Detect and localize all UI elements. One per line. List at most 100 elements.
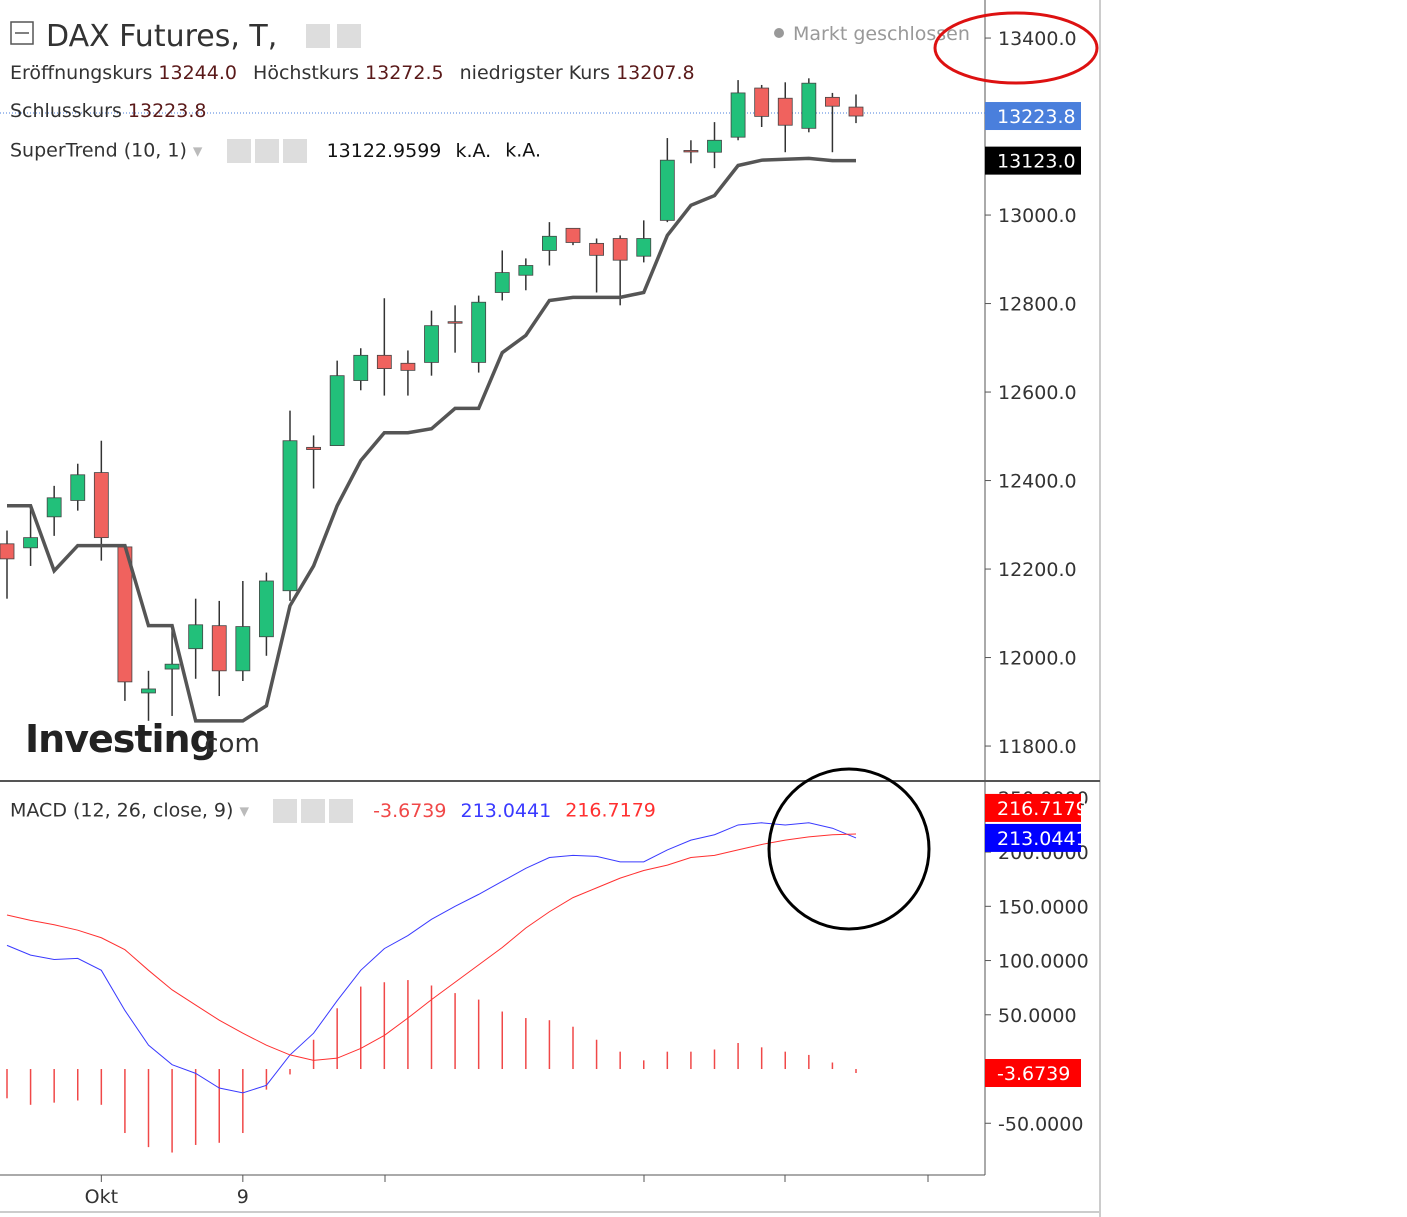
y-tick-label: 150.0000 bbox=[998, 896, 1089, 918]
candle-body bbox=[612, 238, 628, 261]
macd-line bbox=[6, 833, 857, 1061]
dropdown[interactable]: ▾ bbox=[239, 799, 250, 822]
watermark-brand: Investing bbox=[25, 717, 216, 761]
legend-label: niedrigster Kurs bbox=[459, 62, 611, 84]
candle-body bbox=[282, 440, 298, 592]
candle-body bbox=[471, 301, 487, 363]
candle-body bbox=[801, 82, 817, 129]
price-tag-bg bbox=[985, 1059, 1081, 1088]
legend-label: Höchstkurs bbox=[253, 62, 359, 84]
y-tick-label: 11800.0 bbox=[998, 736, 1077, 758]
watermark-suffix: .com bbox=[196, 729, 260, 759]
legend-value: 13207.8 bbox=[616, 62, 695, 84]
dropdown[interactable]: ▾ bbox=[192, 139, 203, 162]
candle-body bbox=[306, 446, 321, 450]
candle-body bbox=[70, 474, 86, 501]
candle-body bbox=[23, 537, 38, 549]
candle-body bbox=[0, 543, 15, 560]
candle-body bbox=[518, 265, 534, 276]
candle-body bbox=[376, 354, 392, 369]
y-tick-label: 12400.0 bbox=[998, 471, 1077, 493]
candle-body bbox=[447, 321, 463, 324]
legend-value: 213.0441 bbox=[460, 799, 552, 822]
legend-value: 13272.5 bbox=[365, 62, 444, 84]
highlight-circle bbox=[767, 767, 931, 931]
candle-body bbox=[565, 227, 581, 243]
x-tick-label: 9 bbox=[237, 1186, 249, 1208]
candle-body bbox=[659, 159, 675, 221]
chart-title: DAX Futures, T, bbox=[46, 19, 277, 54]
close-icon[interactable] bbox=[329, 799, 354, 823]
candle-body bbox=[636, 238, 652, 257]
eye-icon[interactable] bbox=[273, 799, 298, 823]
candle-body bbox=[164, 663, 180, 670]
gear-icon[interactable] bbox=[254, 139, 279, 163]
y-tick-label: 12000.0 bbox=[998, 648, 1077, 670]
candle-body bbox=[93, 472, 109, 539]
legend-value: 13223.8 bbox=[127, 100, 207, 122]
y-tick-label: -50.0000 bbox=[998, 1113, 1083, 1135]
gear-icon[interactable] bbox=[337, 24, 361, 48]
candle-body bbox=[259, 580, 274, 638]
y-tick-label: 13000.0 bbox=[998, 205, 1077, 227]
market-status: Markt geschlossen bbox=[793, 23, 970, 45]
supertrend-legend: SuperTrend (10, 1) ▾ 13122.9599 k.A. k.A… bbox=[10, 139, 541, 163]
legend-label: Schlusskurs bbox=[10, 100, 122, 122]
eye-icon[interactable] bbox=[306, 24, 330, 48]
y-tick-label: 100.0000 bbox=[998, 951, 1089, 973]
candle-body bbox=[211, 625, 227, 672]
candle-body bbox=[777, 97, 793, 126]
eye-icon[interactable] bbox=[226, 139, 251, 163]
legend-value: k.A. bbox=[505, 139, 541, 162]
candle-body bbox=[400, 362, 416, 371]
candle-body bbox=[825, 96, 840, 107]
close-legend: Schlusskurs 13223.8 bbox=[10, 100, 216, 122]
y-tick-label: 12800.0 bbox=[998, 294, 1077, 316]
candle-body bbox=[754, 87, 770, 117]
legend-label: SuperTrend (10, 1) bbox=[10, 139, 187, 162]
candle-body bbox=[683, 150, 699, 153]
price-tag-bg bbox=[985, 102, 1081, 131]
price-tag: -3.6739 bbox=[997, 1063, 1070, 1085]
price-tag: 13223.8 bbox=[997, 106, 1076, 128]
supertrend-line bbox=[7, 156, 857, 723]
candle-body bbox=[730, 92, 746, 138]
macd-legend: MACD (12, 26, close, 9) ▾ -3.6739 213.04… bbox=[10, 799, 656, 823]
price-tag-bg bbox=[985, 793, 1081, 822]
candle-body bbox=[353, 354, 369, 381]
legend-label: Eröffnungskurs bbox=[10, 62, 153, 84]
legend-value: 216.7179 bbox=[565, 799, 656, 822]
legend-value: 13244.0 bbox=[158, 62, 237, 84]
candle-body bbox=[542, 235, 557, 251]
y-tick-label: 13400.0 bbox=[998, 28, 1077, 50]
collapse-icon[interactable] bbox=[10, 21, 34, 45]
candle-body bbox=[46, 497, 62, 518]
legend-value: 13122.9599 bbox=[326, 139, 442, 162]
price-tag: 13123.0 bbox=[997, 151, 1076, 173]
candle-body bbox=[589, 242, 604, 256]
close-icon[interactable] bbox=[282, 139, 307, 163]
y-tick-label: 50.0000 bbox=[998, 1005, 1077, 1027]
candle-body bbox=[188, 624, 204, 650]
y-tick-label: 12600.0 bbox=[998, 382, 1077, 404]
legend-value: -3.6739 bbox=[373, 799, 447, 822]
macd-line bbox=[6, 822, 857, 1094]
candle-body bbox=[235, 626, 251, 672]
status-dot bbox=[774, 28, 784, 38]
price-tag-bg bbox=[985, 823, 1081, 852]
highlight-ellipse bbox=[933, 11, 1099, 85]
gear-icon[interactable] bbox=[301, 799, 326, 823]
legend-label: MACD (12, 26, close, 9) bbox=[10, 799, 234, 822]
candle-body bbox=[494, 272, 510, 293]
candle-body bbox=[707, 139, 722, 153]
price-tag: 213.0441 bbox=[997, 828, 1088, 850]
price-tag-bg bbox=[985, 146, 1081, 175]
candle-body bbox=[141, 688, 156, 694]
candle-body bbox=[329, 375, 345, 446]
candle-body bbox=[848, 106, 864, 117]
ohlc-legend: Eröffnungskurs 13244.0 Höchstkurs 13272.… bbox=[10, 62, 705, 84]
chart-bg bbox=[0, 0, 1100, 1210]
price-tag: 216.7179 bbox=[997, 798, 1088, 820]
candle-body bbox=[424, 325, 439, 363]
